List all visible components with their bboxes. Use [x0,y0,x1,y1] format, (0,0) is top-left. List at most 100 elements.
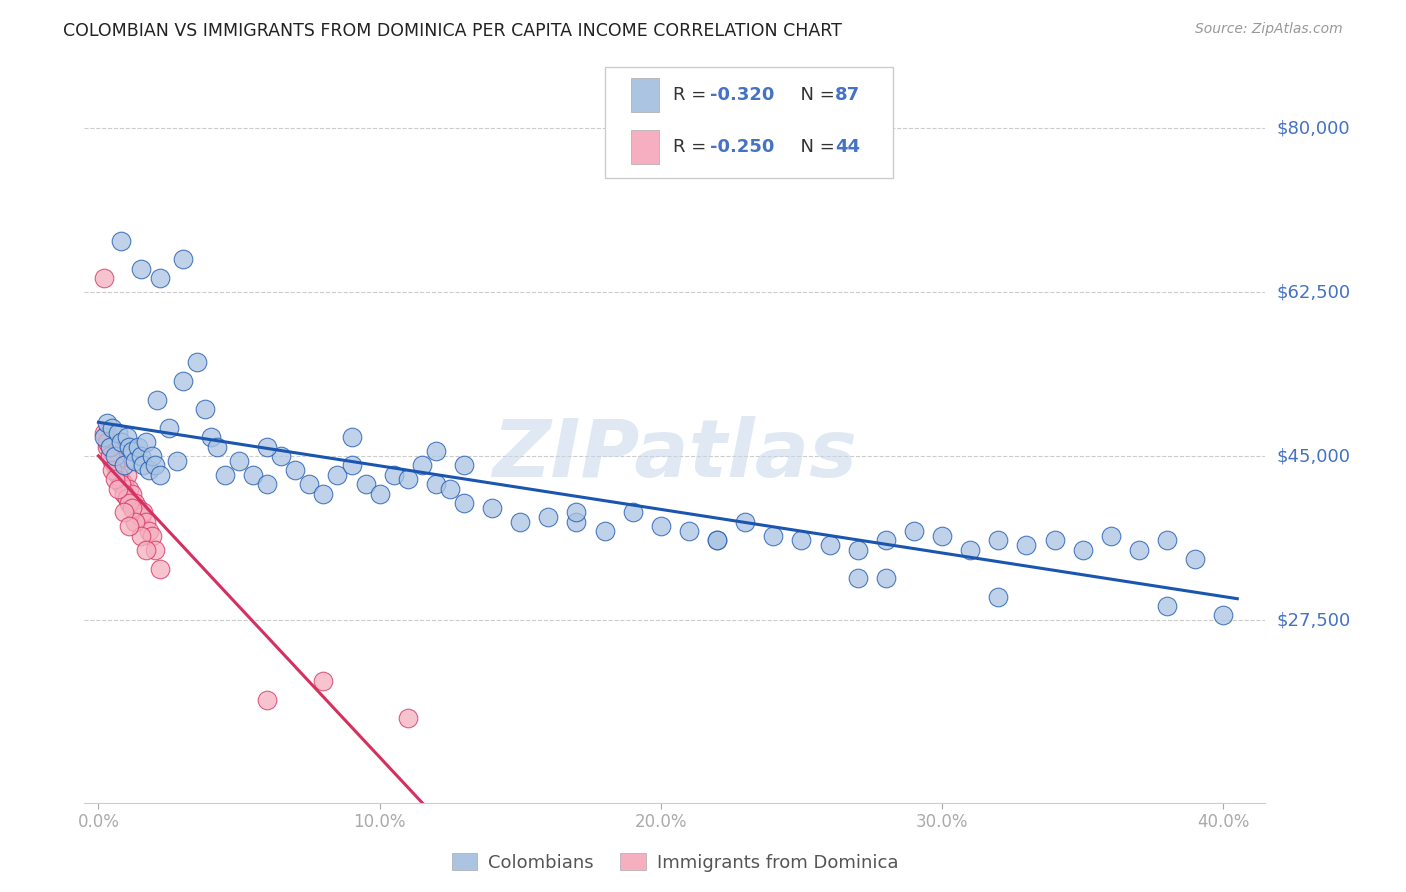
Point [205,440,228,454]
Point [135,515,157,529]
Point [734,515,756,529]
Point [110,435,132,450]
Point [706,533,728,548]
Point [1043,533,1066,548]
Point [104,454,127,468]
Point [650,519,672,533]
Point [93,430,115,444]
Point [242,467,264,482]
Point [129,510,152,524]
Point [96,435,118,450]
Text: $27,500: $27,500 [1277,611,1351,629]
Point [214,467,236,482]
Point [121,500,143,515]
Point [143,542,166,557]
Point [931,529,953,543]
Point [129,529,152,543]
Point [101,454,124,468]
Text: $45,000: $45,000 [1277,447,1351,465]
Point [115,430,138,444]
Point [118,440,141,454]
Point [127,500,149,515]
Point [312,673,335,688]
Point [987,533,1010,548]
Point [987,590,1010,604]
Point [101,444,124,458]
Point [104,458,127,473]
Point [112,477,135,491]
Point [110,234,132,248]
Point [200,430,222,444]
Point [1071,542,1094,557]
Point [129,261,152,276]
Point [124,515,146,529]
Point [270,449,292,463]
Point [146,392,169,407]
Point [98,449,121,463]
Point [340,458,363,473]
Text: R =: R = [673,137,713,156]
Point [537,510,560,524]
Text: COLOMBIAN VS IMMIGRANTS FROM DOMINICA PER CAPITA INCOME CORRELATION CHART: COLOMBIAN VS IMMIGRANTS FROM DOMINICA PE… [63,22,842,40]
Point [118,519,141,533]
Point [107,482,129,496]
Point [127,440,149,454]
Point [93,425,115,440]
Point [959,542,981,557]
Point [186,355,208,369]
Point [112,458,135,473]
Point [706,533,728,548]
Point [149,467,172,482]
Point [141,529,163,543]
Point [1184,552,1206,566]
Point [256,440,278,454]
Point [98,449,121,463]
Text: -0.250: -0.250 [710,137,775,156]
Point [875,571,897,585]
Text: N =: N = [789,137,841,156]
Point [453,496,475,510]
Point [104,449,127,463]
Text: Source: ZipAtlas.com: Source: ZipAtlas.com [1195,22,1343,37]
Point [101,463,124,477]
Point [818,538,841,552]
Point [1156,533,1178,548]
Point [194,402,217,417]
Point [382,467,405,482]
Point [509,515,531,529]
Point [340,430,363,444]
Point [141,449,163,463]
Point [104,473,127,487]
Point [228,454,250,468]
Point [256,692,278,706]
Point [98,440,121,454]
Point [565,505,588,519]
Point [1015,538,1038,552]
Text: ZIPatlas: ZIPatlas [492,416,858,494]
Point [593,524,616,538]
Point [135,542,157,557]
Point [124,454,146,468]
Point [157,421,180,435]
Point [138,463,160,477]
Point [621,505,644,519]
Point [98,440,121,454]
Point [112,486,135,500]
Text: R =: R = [673,87,713,104]
Point [132,458,155,473]
Point [1156,599,1178,613]
Point [107,425,129,440]
Point [678,524,700,538]
Point [439,482,461,496]
Point [326,467,349,482]
Point [396,473,419,487]
Text: N =: N = [789,87,841,104]
Point [112,505,135,519]
Point [172,374,194,388]
Point [138,524,160,538]
Legend: Colombians, Immigrants from Dominica: Colombians, Immigrants from Dominica [444,846,905,879]
Text: -0.320: -0.320 [710,87,775,104]
Point [312,486,335,500]
Point [453,458,475,473]
Point [846,571,869,585]
